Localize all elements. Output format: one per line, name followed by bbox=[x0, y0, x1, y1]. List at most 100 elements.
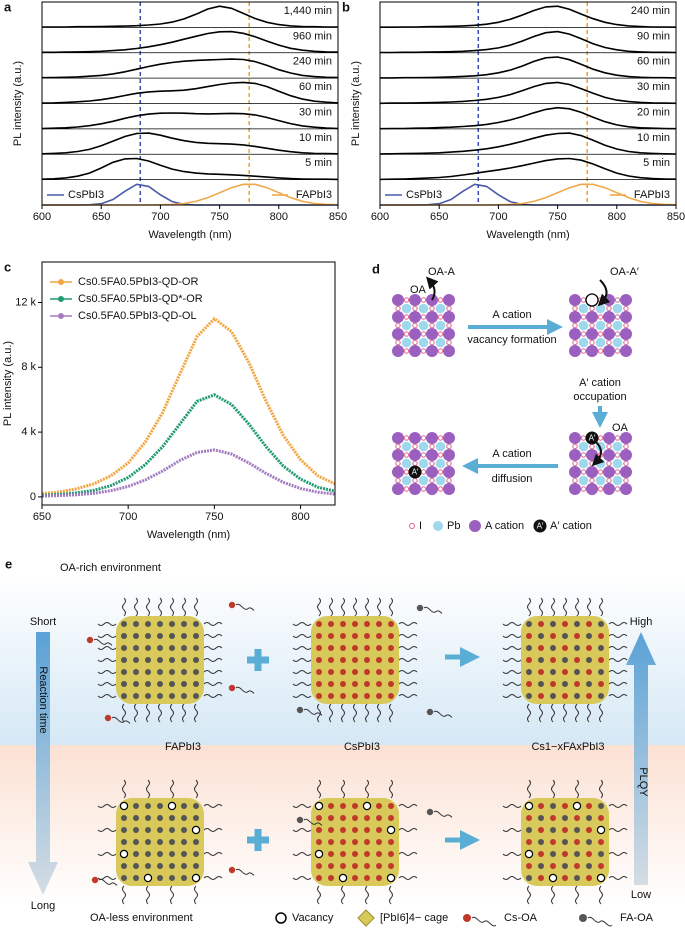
iodide bbox=[580, 469, 587, 475]
x-tick-label: 800 bbox=[270, 211, 288, 223]
cation bbox=[145, 681, 151, 687]
cation bbox=[574, 875, 580, 881]
a-cation bbox=[392, 432, 404, 444]
a-cation bbox=[586, 449, 598, 461]
cation bbox=[574, 693, 580, 699]
cation bbox=[526, 693, 532, 699]
cation bbox=[550, 669, 556, 675]
cation bbox=[340, 693, 346, 699]
cation bbox=[538, 827, 544, 833]
cation bbox=[316, 875, 322, 881]
plus bbox=[254, 649, 262, 671]
ligand bbox=[551, 597, 555, 617]
spectrum bbox=[41, 81, 339, 104]
cation bbox=[586, 827, 592, 833]
label: High bbox=[630, 616, 653, 628]
legend-label: [PbI6]4− cage bbox=[380, 912, 448, 924]
lead bbox=[435, 475, 446, 486]
cation bbox=[364, 645, 370, 651]
cation bbox=[316, 815, 322, 821]
ligand bbox=[377, 703, 381, 723]
legend-cs-oa bbox=[463, 914, 471, 922]
cation bbox=[121, 681, 127, 687]
ligand bbox=[146, 703, 150, 723]
ligand bbox=[97, 694, 117, 698]
cation bbox=[133, 657, 139, 663]
cation bbox=[526, 669, 532, 675]
ligand bbox=[97, 658, 117, 662]
iodide bbox=[580, 435, 587, 441]
cation bbox=[133, 621, 139, 627]
cation bbox=[538, 669, 544, 675]
ligand bbox=[170, 597, 174, 617]
cation bbox=[352, 875, 358, 881]
cation bbox=[550, 851, 556, 857]
legend-label: Cs0.5FA0.5PbI3-QD*-OR bbox=[78, 293, 203, 305]
cation bbox=[145, 693, 151, 699]
ligand bbox=[608, 828, 628, 832]
cation bbox=[145, 633, 151, 639]
legend-label: FA-OA bbox=[620, 912, 654, 924]
cation bbox=[598, 851, 604, 857]
cation bbox=[340, 621, 346, 627]
ligand bbox=[97, 634, 117, 638]
ligand-head bbox=[296, 816, 304, 824]
panel-letter: a bbox=[4, 0, 12, 14]
cation bbox=[181, 645, 187, 651]
ligand bbox=[292, 670, 312, 674]
cation bbox=[181, 669, 187, 675]
cation bbox=[133, 681, 139, 687]
ligand bbox=[502, 682, 522, 686]
legend-a-cation bbox=[469, 520, 481, 532]
plqy-arrow bbox=[626, 632, 656, 885]
cation bbox=[364, 681, 370, 687]
cation bbox=[352, 815, 358, 821]
spectrum bbox=[379, 157, 677, 181]
cation bbox=[181, 839, 187, 845]
ligand bbox=[599, 703, 603, 723]
cation bbox=[562, 621, 568, 627]
cation bbox=[388, 645, 394, 651]
series-label: CsPbI3 bbox=[406, 189, 442, 201]
legend-label: Vacancy bbox=[292, 912, 334, 924]
label: OA bbox=[410, 284, 427, 296]
lead bbox=[578, 475, 589, 486]
cation bbox=[574, 839, 580, 845]
ligand-head bbox=[91, 876, 99, 884]
cation bbox=[193, 693, 199, 699]
ligand bbox=[203, 876, 223, 880]
cation bbox=[526, 645, 532, 651]
legend-iodide bbox=[409, 523, 415, 529]
series-line bbox=[41, 316, 336, 496]
cation bbox=[121, 863, 127, 869]
ligand bbox=[194, 703, 198, 723]
a-cation bbox=[392, 311, 404, 323]
ligand bbox=[365, 703, 369, 723]
cation bbox=[328, 815, 334, 821]
cation bbox=[574, 633, 580, 639]
a-cation bbox=[586, 311, 598, 323]
curved-arrow bbox=[597, 279, 611, 307]
cation bbox=[328, 621, 334, 627]
lead bbox=[578, 303, 589, 314]
cation bbox=[328, 633, 334, 639]
ligand bbox=[317, 779, 321, 799]
cation bbox=[181, 803, 187, 809]
a-cation bbox=[569, 345, 581, 357]
cation bbox=[133, 693, 139, 699]
lead bbox=[578, 320, 589, 331]
nanocrystal bbox=[97, 597, 223, 723]
panel-letter: b bbox=[342, 0, 350, 14]
series-label: 240 min bbox=[293, 56, 332, 68]
iodide bbox=[614, 314, 621, 320]
cation bbox=[181, 875, 187, 881]
iodide bbox=[412, 443, 418, 450]
series-label: 90 min bbox=[637, 30, 670, 42]
cation bbox=[169, 839, 175, 845]
cation bbox=[538, 633, 544, 639]
cation bbox=[169, 645, 175, 651]
vacancy bbox=[572, 801, 582, 811]
cation bbox=[352, 839, 358, 845]
a-cation bbox=[603, 311, 615, 323]
ligand bbox=[551, 703, 555, 723]
